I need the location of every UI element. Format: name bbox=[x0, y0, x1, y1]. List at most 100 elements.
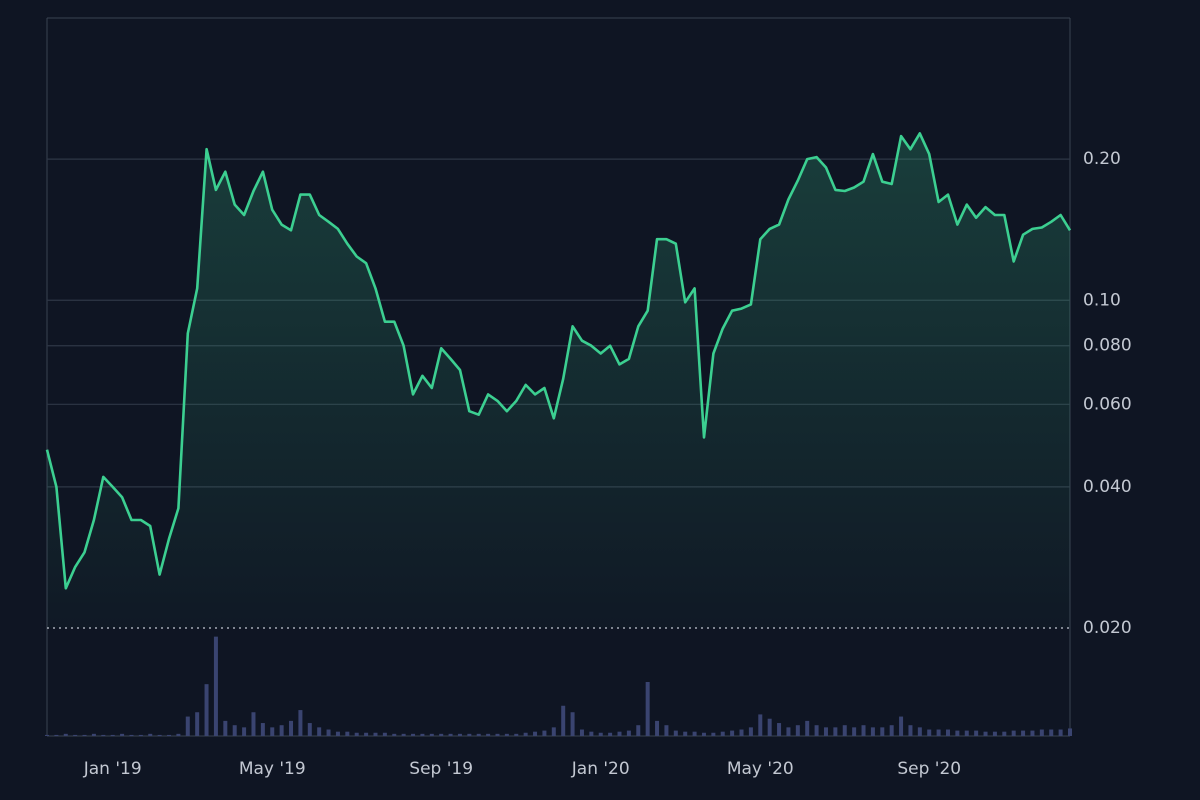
price-line bbox=[45, 132, 1072, 590]
volume-bar bbox=[889, 725, 894, 736]
volume-bar bbox=[335, 731, 340, 736]
x-tick-label: Sep '19 bbox=[409, 759, 473, 779]
volume-bar bbox=[964, 730, 969, 736]
volume-bar bbox=[852, 727, 857, 736]
volume-bar bbox=[457, 733, 462, 736]
volume-bar bbox=[899, 716, 904, 736]
volume-bar bbox=[317, 727, 322, 736]
volume-bar bbox=[138, 734, 143, 736]
volume-bar bbox=[880, 727, 885, 736]
volume-bar bbox=[429, 733, 434, 736]
volume-bar bbox=[579, 729, 584, 736]
volume-bar bbox=[411, 733, 416, 736]
volume-bar bbox=[167, 734, 172, 736]
volume-bar bbox=[326, 729, 331, 736]
volume-bar bbox=[185, 716, 190, 736]
volume-bar bbox=[176, 733, 181, 736]
volume-bar bbox=[157, 734, 162, 736]
volume-bar bbox=[992, 731, 997, 736]
volume-bar bbox=[148, 733, 153, 736]
volume-bar bbox=[692, 731, 697, 736]
volume-bar bbox=[232, 725, 237, 736]
volume-bar bbox=[514, 733, 519, 736]
volume-bar bbox=[870, 727, 875, 736]
volume-bar bbox=[570, 712, 575, 736]
volume-bar bbox=[73, 734, 78, 736]
volume-bar bbox=[101, 734, 106, 736]
volume-bar bbox=[110, 734, 115, 736]
volume-bar bbox=[1039, 729, 1044, 736]
x-tick-label: Jan '19 bbox=[83, 759, 142, 779]
volume-bar bbox=[476, 733, 481, 736]
volume-bar bbox=[636, 725, 641, 736]
volume-bar bbox=[814, 725, 819, 736]
volume-bar bbox=[645, 682, 650, 736]
volume-bar bbox=[936, 729, 941, 736]
y-tick-label: 0.20 bbox=[1083, 149, 1121, 169]
volume-bar bbox=[983, 731, 988, 736]
volume-bar bbox=[354, 732, 359, 736]
volume-bar bbox=[54, 734, 59, 736]
volume-bar bbox=[974, 730, 979, 736]
volume-bar bbox=[945, 729, 950, 736]
volume-bar bbox=[589, 731, 594, 736]
volume-bar bbox=[711, 732, 716, 736]
volume-bar bbox=[401, 733, 406, 736]
volume-bar bbox=[298, 710, 303, 736]
volume-bar bbox=[955, 730, 960, 736]
y-tick-label: 0.060 bbox=[1083, 394, 1132, 414]
y-tick-label: 0.040 bbox=[1083, 477, 1132, 497]
volume-bar bbox=[842, 725, 847, 736]
volume-bar bbox=[542, 730, 547, 736]
volume-bar bbox=[664, 725, 669, 736]
volume-bar bbox=[223, 720, 228, 736]
volume-bar bbox=[833, 727, 838, 736]
volume-bar bbox=[533, 731, 538, 736]
volume-bar bbox=[730, 730, 735, 736]
x-tick-label: Sep '20 bbox=[897, 759, 961, 779]
volume-bar bbox=[251, 712, 256, 736]
x-tick-label: Jan '20 bbox=[571, 759, 630, 779]
volume-bar bbox=[786, 727, 791, 736]
volume-bar bbox=[345, 731, 350, 736]
volume-bar bbox=[63, 733, 68, 736]
volume-bar bbox=[364, 732, 369, 736]
volume-bar bbox=[927, 729, 932, 736]
volume-bar bbox=[439, 733, 444, 736]
volume-bar bbox=[82, 734, 87, 736]
volume-bar bbox=[1011, 730, 1016, 736]
volume-bar bbox=[617, 731, 622, 736]
volume-bar bbox=[748, 727, 753, 736]
volume-bar bbox=[195, 712, 200, 736]
volume-bar bbox=[486, 733, 491, 736]
volume-bar bbox=[45, 734, 49, 736]
volume-bar bbox=[289, 720, 294, 736]
y-tick-label: 0.080 bbox=[1083, 336, 1132, 356]
volume-bar bbox=[823, 727, 828, 736]
volume-bar bbox=[917, 727, 922, 736]
volume-bar bbox=[260, 723, 265, 736]
volume-bar bbox=[673, 730, 678, 736]
volume-bar bbox=[129, 734, 134, 736]
volume-bar bbox=[242, 727, 247, 736]
volume-bar bbox=[204, 684, 209, 736]
volume-bar bbox=[908, 725, 913, 736]
volume-bar bbox=[1068, 728, 1072, 736]
volume-bar bbox=[382, 732, 387, 736]
volume-bar bbox=[1002, 731, 1007, 736]
x-tick-label: May '20 bbox=[727, 759, 794, 779]
volume-bar bbox=[758, 714, 763, 736]
x-tick-label: May '19 bbox=[239, 759, 306, 779]
y-tick-label: 0.020 bbox=[1083, 618, 1132, 638]
volume-bar bbox=[626, 730, 631, 736]
volume-bar bbox=[701, 732, 706, 736]
volume-bar bbox=[392, 733, 397, 736]
volume-bar bbox=[551, 727, 556, 736]
volume-bar bbox=[523, 732, 528, 736]
volume-bar bbox=[213, 636, 218, 736]
volume-bar bbox=[608, 732, 613, 736]
volume-bar bbox=[561, 705, 566, 736]
volume-bar bbox=[683, 731, 688, 736]
volume-bar bbox=[270, 727, 275, 736]
